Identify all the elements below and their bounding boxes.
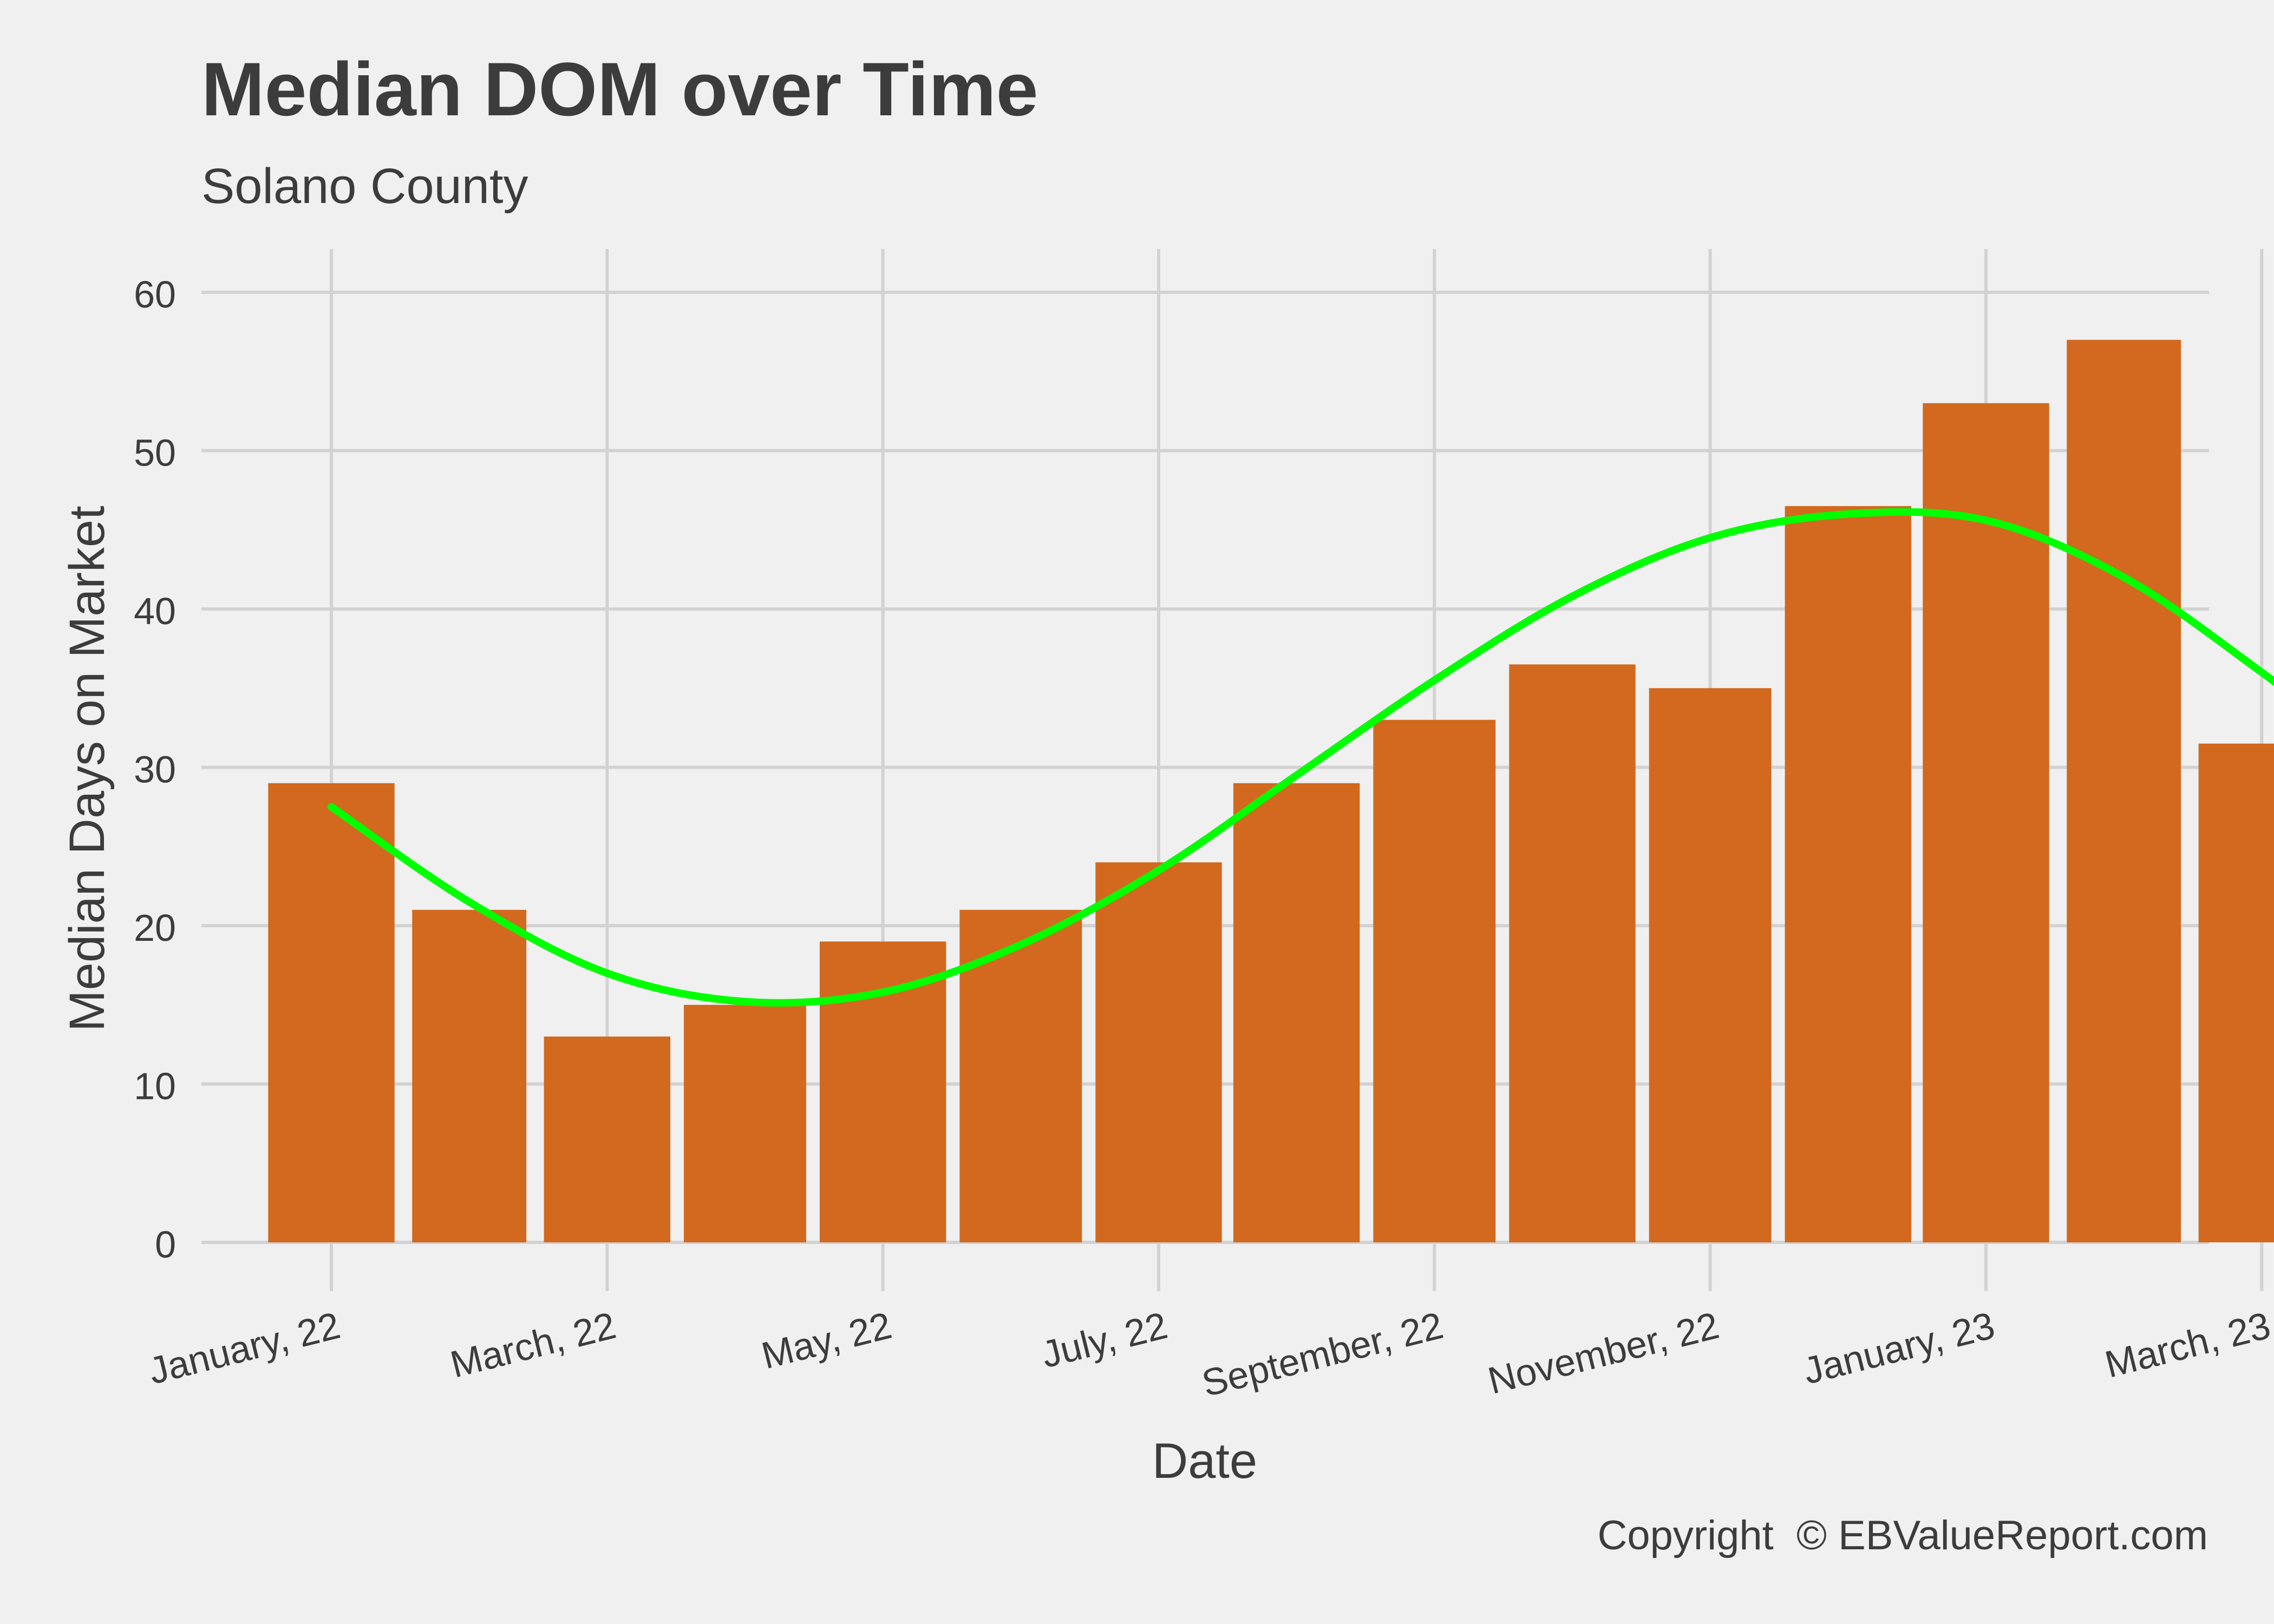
- y-tick-label: 30: [134, 749, 176, 791]
- chart-title: Median DOM over Time: [201, 47, 1038, 132]
- bar: [819, 941, 946, 1242]
- trend-line-group: [328, 508, 2274, 1007]
- copyright-caption: Copyright © EBValueReport.com: [1597, 1512, 2208, 1558]
- y-tick-label: 0: [155, 1223, 176, 1266]
- bar: [412, 909, 527, 1242]
- bar: [1649, 688, 1772, 1242]
- y-tick-label: 40: [134, 590, 176, 632]
- chart-subtitle: Solano County: [201, 159, 528, 214]
- trend-line: [328, 508, 2274, 1007]
- bar: [1373, 719, 1496, 1242]
- y-tick-label: 20: [134, 907, 176, 949]
- bars: [268, 339, 2274, 1242]
- bar: [1923, 403, 2049, 1242]
- x-axis-label: Date: [1152, 1433, 1257, 1489]
- bar: [268, 783, 395, 1242]
- y-tick-label: 60: [134, 273, 176, 316]
- y-tick-label: 50: [134, 432, 176, 474]
- bar: [544, 1036, 671, 1242]
- bar: [1785, 506, 1912, 1242]
- bar: [1233, 783, 1360, 1242]
- bar: [2067, 339, 2181, 1242]
- y-axis-label: Median Days on Market: [60, 506, 115, 1032]
- bar: [1095, 862, 1222, 1242]
- y-tick-label: 10: [134, 1065, 176, 1108]
- bar: [2198, 743, 2274, 1242]
- bar: [1509, 664, 1636, 1242]
- y-axis-ticks: 0 10 20 30 40 50 60: [134, 273, 176, 1266]
- bar: [684, 1005, 806, 1242]
